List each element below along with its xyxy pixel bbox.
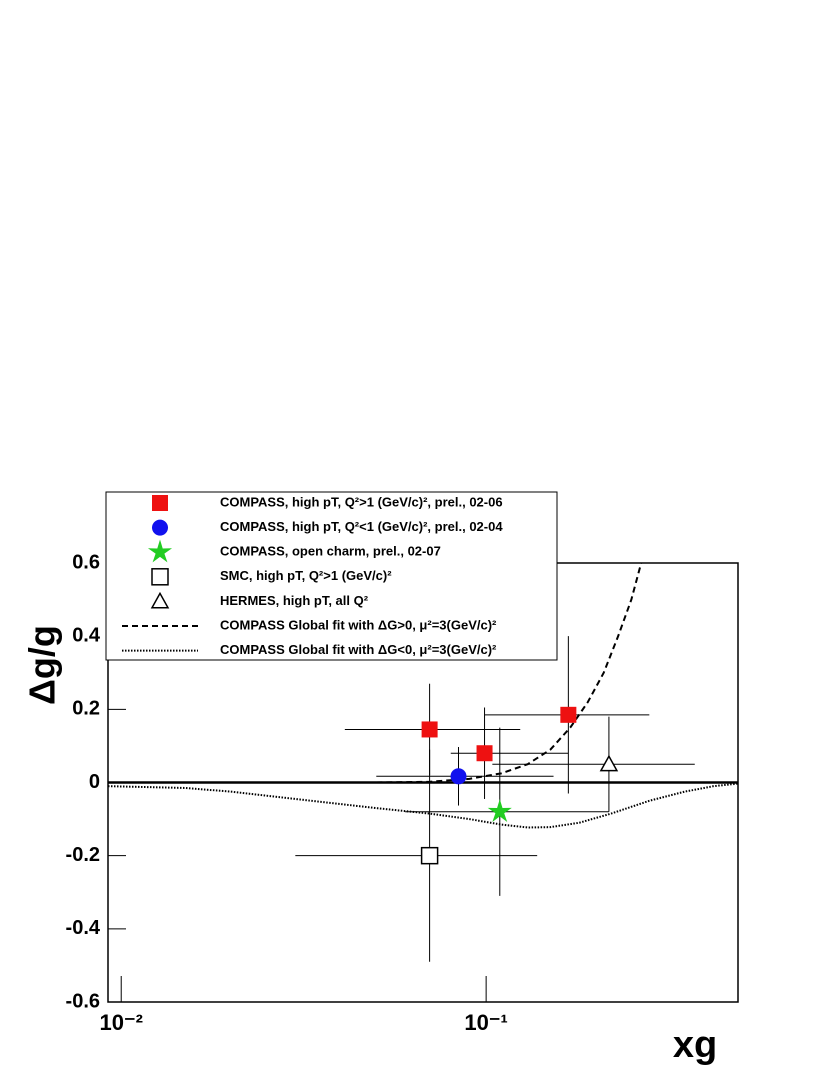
y-tick-label: 0 <box>89 771 100 793</box>
marker <box>487 799 512 823</box>
legend-label: COMPASS Global fit with ΔG<0, μ²=3(GeV/c… <box>220 642 497 657</box>
legend-label: SMC, high pT, Q²>1 (GeV/c)² <box>220 568 392 583</box>
legend-label: COMPASS, open charm, prel., 02-07 <box>220 544 441 559</box>
marker <box>560 706 577 723</box>
legend-label: COMPASS Global fit with ΔG>0, μ²=3(GeV/c… <box>220 617 497 632</box>
marker <box>420 846 439 865</box>
legend-label: HERMES, high pT, all Q² <box>220 593 369 608</box>
y-tick-label: 0.2 <box>72 698 100 720</box>
legend-box <box>105 491 558 661</box>
x-axis-label: xg <box>673 1024 717 1066</box>
marker <box>150 591 170 609</box>
points <box>295 636 695 962</box>
marker <box>147 539 173 563</box>
fit-curve <box>376 562 643 784</box>
y-axis-label: Δg/g <box>22 625 63 705</box>
y-tick-label: -0.2 <box>66 844 100 866</box>
marker <box>476 745 493 762</box>
marker <box>152 495 168 511</box>
y-tick-label: 0.6 <box>72 551 100 573</box>
x-tick-label: 10⁻¹ <box>464 1010 507 1035</box>
marker <box>421 721 438 738</box>
x-tick-label: 10⁻² <box>100 1010 143 1035</box>
legend-label: COMPASS, high pT, Q²>1 (GeV/c)², prel., … <box>220 494 503 509</box>
y-tick-label: -0.6 <box>66 990 100 1012</box>
marker <box>450 768 467 785</box>
y-tick-label: -0.4 <box>66 917 101 939</box>
y-tick-label: 0.4 <box>72 624 101 646</box>
marker <box>599 754 619 772</box>
legend-label: COMPASS, high pT, Q²<1 (GeV/c)², prel., … <box>220 519 503 534</box>
marker <box>151 568 169 586</box>
curves <box>107 562 739 829</box>
fit-curve <box>107 782 739 829</box>
marker <box>152 519 168 536</box>
